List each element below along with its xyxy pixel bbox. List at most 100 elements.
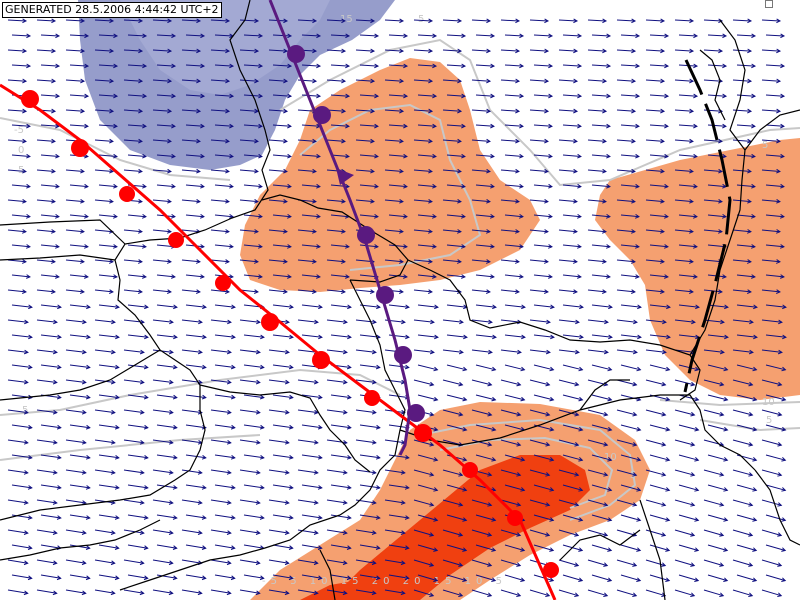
corner-handle[interactable] — [765, 0, 773, 8]
wind-arrow-head — [665, 366, 671, 372]
wind-arrow — [239, 529, 260, 534]
wind-arrow — [587, 259, 606, 263]
wind-arrow — [36, 259, 55, 263]
wind-arrow — [185, 514, 206, 519]
wind-arrow-head — [660, 18, 666, 24]
wind-arrow-head — [201, 485, 207, 490]
wind-arrow-head — [200, 213, 205, 219]
wind-arrow — [703, 229, 722, 233]
wind-arrow — [7, 139, 26, 142]
wind-arrow-head — [370, 289, 375, 294]
wind-arrow — [330, 94, 350, 97]
wind-arrow — [417, 334, 438, 338]
wind-arrow — [123, 469, 144, 474]
wind-arrow — [703, 559, 724, 567]
wind-arrow — [185, 64, 205, 67]
wind-arrow-head — [631, 48, 637, 54]
wind-arrow — [98, 514, 119, 519]
wind-arrow-head — [781, 396, 787, 402]
wind-arrow-head — [226, 439, 232, 445]
wind-arrow-head — [515, 18, 521, 24]
wind-arrow-head — [230, 364, 236, 370]
wind-arrow — [736, 424, 757, 431]
wind-arrow — [7, 319, 28, 323]
wind-arrow-head — [433, 577, 439, 582]
wind-arrow — [620, 94, 640, 97]
wind-arrow-head — [109, 259, 114, 264]
wind-arrow — [707, 184, 726, 188]
wind-arrow-head — [343, 319, 348, 325]
wind-arrow — [355, 199, 374, 203]
wind-arrow — [761, 199, 780, 203]
wind-arrow-head — [777, 592, 783, 597]
wind-arrow-head — [172, 394, 178, 400]
wind-arrow-head — [432, 244, 437, 249]
wind-arrow-head — [167, 78, 173, 84]
wind-arrow — [127, 244, 146, 248]
wind-arrow — [558, 379, 579, 386]
wind-arrow — [446, 424, 467, 431]
wind-arrow-head — [635, 274, 640, 279]
wind-arrow-head — [753, 304, 758, 310]
wind-arrow-head — [461, 183, 466, 189]
wind-arrow-head — [374, 213, 379, 219]
wind-arrow — [591, 574, 612, 582]
wind-arrow — [94, 169, 113, 172]
wind-arrow — [152, 49, 172, 52]
wind-arrow-head — [258, 213, 263, 219]
wind-arrow — [674, 589, 695, 597]
wind-arrow-head — [665, 457, 671, 462]
wind-arrow — [645, 79, 665, 82]
wind-arrow — [616, 409, 637, 416]
wind-arrow — [239, 589, 260, 594]
wind-arrow — [475, 154, 494, 157]
wind-arrow — [413, 559, 434, 567]
wind-arrow-head — [371, 590, 377, 596]
wind-arrow-head — [516, 592, 522, 597]
wind-arrow-head — [52, 349, 58, 355]
wind-arrow-head — [22, 48, 28, 54]
wind-arrow — [40, 124, 59, 127]
wind-arrow-head — [573, 48, 579, 54]
wind-arrow — [36, 289, 55, 293]
wind-arrow — [268, 529, 289, 534]
wind-arrow-head — [342, 530, 348, 535]
wind-arrow — [413, 109, 433, 112]
wind-arrow — [645, 589, 666, 597]
wind-arrow-head — [289, 334, 294, 340]
wind-arrow-head — [776, 18, 782, 24]
wind-arrow — [765, 184, 784, 188]
wind-arrow-head — [114, 545, 120, 550]
wind-arrow-head — [720, 319, 725, 325]
wind-arrow-head — [80, 198, 85, 204]
wind-arrow — [297, 529, 318, 534]
wind-arrow-head — [27, 424, 33, 430]
wind-arrow — [591, 334, 612, 338]
wind-arrow-head — [200, 63, 206, 69]
wind-arrow — [65, 229, 84, 233]
wind-arrow-head — [751, 213, 756, 219]
wind-arrow — [620, 124, 639, 127]
wind-arrow — [297, 409, 318, 414]
wind-arrow — [765, 514, 786, 521]
wind-arrow-head — [84, 244, 89, 249]
wind-arrow-head — [167, 48, 173, 54]
wind-arrow-head — [631, 78, 637, 84]
wind-arrow-head — [114, 575, 120, 581]
wind-arrow-head — [577, 93, 583, 99]
wind-arrow — [268, 289, 287, 293]
wind-arrow-head — [283, 48, 289, 54]
front-symbol — [119, 186, 135, 202]
wind-arrow — [326, 139, 345, 142]
wind-arrow-head — [694, 547, 700, 552]
wind-arrow — [620, 394, 641, 401]
wind-arrow-head — [399, 18, 405, 24]
wind-arrow-head — [549, 426, 555, 432]
wind-arrow — [446, 244, 465, 248]
wind-arrow — [587, 19, 607, 22]
wind-arrow — [413, 229, 432, 233]
wind-arrow-head — [718, 289, 723, 294]
wind-arrow-head — [636, 426, 642, 432]
wind-arrow-head — [114, 364, 120, 370]
wind-arrow-head — [747, 259, 752, 264]
